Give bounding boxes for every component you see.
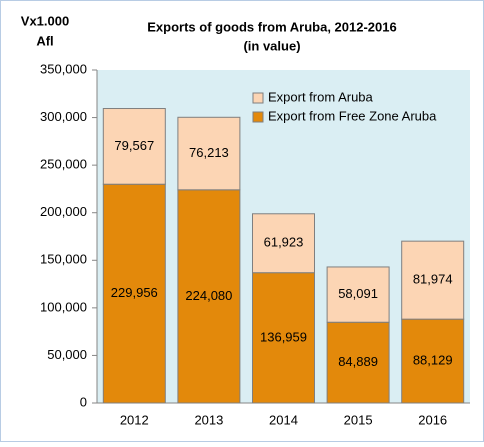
- chart-subtitle: (in value): [243, 38, 300, 53]
- bar-segment: [401, 318, 465, 404]
- bar-segment: [177, 189, 241, 404]
- y-axis-label: Afl: [36, 33, 53, 48]
- bar-segment: [401, 240, 465, 320]
- data-label: 88,129: [413, 353, 453, 368]
- x-tick-label: 2012: [120, 412, 149, 427]
- bar-segment: [252, 272, 315, 404]
- y-tick-label: 50,000: [47, 347, 87, 362]
- y-tick-label: 350,000: [40, 61, 87, 76]
- data-label: 136,959: [260, 329, 307, 344]
- x-tick-label: 2013: [194, 412, 223, 427]
- chart-title: Exports of goods from Aruba, 2012-2016: [147, 19, 396, 34]
- y-tick-label: 300,000: [40, 109, 87, 124]
- data-label: 76,213: [189, 145, 229, 160]
- data-label: 58,091: [338, 286, 378, 301]
- y-tick-label: 250,000: [40, 157, 87, 172]
- legend-label: Export from Aruba: [268, 89, 374, 104]
- data-label: 84,889: [338, 354, 378, 369]
- data-label: 61,923: [264, 235, 304, 250]
- bar-segment: [326, 266, 390, 323]
- data-label: 79,567: [114, 138, 154, 153]
- y-tick-label: 200,000: [40, 204, 87, 219]
- y-tick-label: 100,000: [40, 299, 87, 314]
- x-tick-label: 2015: [344, 412, 373, 427]
- bar-segment: [102, 183, 166, 404]
- data-label: 224,080: [185, 288, 232, 303]
- x-tick-label: 2014: [269, 412, 298, 427]
- y-tick-label: 150,000: [40, 252, 87, 267]
- bar-segment: [102, 108, 166, 185]
- x-tick-label: 2016: [418, 412, 447, 427]
- bar-segment: [326, 321, 390, 404]
- data-label: 229,956: [111, 285, 158, 300]
- bar-segment: [177, 116, 241, 191]
- y-axis-label: Vx1.000: [21, 13, 69, 28]
- legend-swatch: [252, 92, 264, 104]
- data-label: 81,974: [413, 272, 453, 287]
- legend-label: Export from Free Zone Aruba: [268, 108, 437, 123]
- legend-swatch: [252, 111, 264, 123]
- y-tick-label: 0: [80, 394, 87, 409]
- bar-segment: [252, 213, 315, 274]
